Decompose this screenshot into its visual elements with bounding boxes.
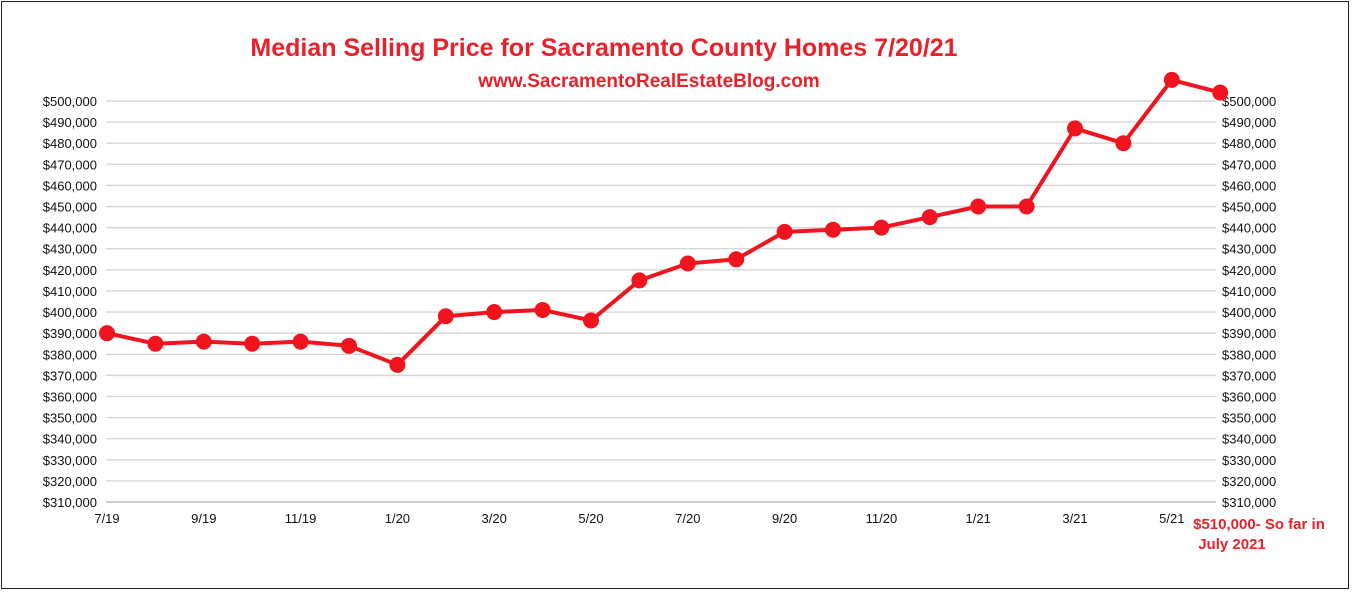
y-tick-label-right: $350,000 — [1222, 411, 1276, 426]
data-point — [534, 301, 551, 318]
y-tick-label-left: $500,000 — [43, 94, 97, 109]
y-tick-label-right: $360,000 — [1222, 389, 1276, 404]
x-tick-label: 3/21 — [1062, 511, 1087, 526]
x-tick-label: 9/19 — [191, 511, 216, 526]
y-tick-label-left: $470,000 — [43, 157, 97, 172]
data-point — [970, 198, 987, 215]
data-point — [1018, 198, 1035, 215]
y-tick-label-right: $380,000 — [1222, 347, 1276, 362]
y-tick-label-left: $380,000 — [43, 347, 97, 362]
y-tick-label-left: $370,000 — [43, 368, 97, 383]
y-tick-label-left: $390,000 — [43, 326, 97, 341]
y-tick-label-left: $400,000 — [43, 305, 97, 320]
y-tick-label-left: $340,000 — [43, 432, 97, 447]
chart-subtitle: www.SacramentoRealEstateBlog.com — [477, 71, 819, 92]
y-tick-label-right: $340,000 — [1222, 432, 1276, 447]
data-point — [99, 325, 115, 342]
y-tick-label-left: $490,000 — [43, 115, 97, 130]
y-tick-label-right: $390,000 — [1222, 326, 1276, 341]
y-axis-left-ticks: $500,000 $490,000 $480,000 $470,000 $460,000… — [43, 94, 97, 510]
x-tick-label: 7/19 — [94, 511, 119, 526]
y-tick-label-left: $330,000 — [43, 453, 97, 468]
data-point — [728, 251, 745, 268]
y-tick-label-left: $430,000 — [43, 242, 97, 257]
y-tick-label-right: $440,000 — [1222, 221, 1276, 236]
data-point — [776, 223, 793, 240]
y-tick-label-left: $420,000 — [43, 263, 97, 278]
y-tick-label-right: $470,000 — [1222, 157, 1276, 172]
data-point — [921, 209, 938, 226]
annotation-line-2: July 2021 — [1198, 536, 1266, 553]
x-tick-label: 5/21 — [1159, 511, 1184, 526]
chart-title: Median Selling Price for Sacramento Coun… — [250, 34, 957, 62]
y-tick-label-right: $330,000 — [1222, 453, 1276, 468]
series-line — [106, 77, 1221, 367]
y-tick-label-left: $360,000 — [43, 389, 97, 404]
y-tick-label-right: $410,000 — [1222, 284, 1276, 299]
y-tick-label-right: $320,000 — [1222, 474, 1276, 489]
annotation-line-1: $510,000- So far in — [1193, 516, 1325, 533]
x-axis-ticks: 7/19 9/19 11/19 1/20 3/20 5/20 7/20 9/20 11/20 1/… — [94, 511, 1184, 526]
y-tick-label-right: $420,000 — [1222, 263, 1276, 278]
x-tick-label: 1/20 — [385, 511, 410, 526]
y-tick-label-right: $460,000 — [1222, 178, 1276, 193]
y-tick-label-left: $320,000 — [43, 474, 97, 489]
data-point — [679, 255, 696, 272]
data-point — [1212, 84, 1229, 101]
data-point — [825, 221, 841, 238]
data-point — [195, 333, 212, 350]
y-tick-label-left: $440,000 — [43, 221, 97, 236]
data-point — [1115, 135, 1132, 152]
x-tick-label: 5/20 — [578, 511, 603, 526]
data-point — [341, 337, 357, 354]
x-tick-label: 11/20 — [866, 511, 898, 526]
y-axis-right-ticks: $500,000 $490,000 $480,000 $470,000 $460,000… — [1222, 94, 1276, 510]
data-point — [1163, 71, 1180, 88]
y-tick-label-right: $310,000 — [1222, 495, 1276, 510]
x-tick-label: 3/20 — [482, 511, 507, 526]
y-tick-label-left: $450,000 — [43, 200, 97, 215]
y-tick-label-left: $310,000 — [43, 495, 97, 510]
x-tick-label: 1/21 — [966, 511, 991, 526]
data-point — [244, 335, 261, 352]
data-point — [486, 304, 503, 321]
series-price — [99, 71, 1229, 373]
y-tick-label-left: $350,000 — [43, 411, 97, 426]
y-tick-label-left: $410,000 — [43, 284, 97, 299]
y-tick-label-right: $450,000 — [1222, 200, 1276, 215]
x-tick-label: 9/20 — [772, 511, 797, 526]
y-tick-label-left: $480,000 — [43, 136, 97, 151]
data-point — [583, 312, 599, 329]
y-tick-label-right: $500,000 — [1222, 94, 1276, 109]
data-point — [389, 356, 406, 373]
gridlines — [106, 100, 1216, 503]
y-tick-label-right: $480,000 — [1222, 136, 1276, 151]
y-tick-label-right: $490,000 — [1222, 115, 1276, 130]
data-point — [1067, 120, 1083, 137]
y-tick-label-left: $460,000 — [43, 178, 97, 193]
data-point — [437, 308, 454, 325]
data-point — [631, 272, 648, 289]
data-point — [292, 333, 309, 350]
y-tick-label-right: $370,000 — [1222, 368, 1276, 383]
x-tick-label: 11/19 — [285, 511, 317, 526]
y-tick-label-right: $400,000 — [1222, 305, 1276, 320]
data-point — [147, 335, 164, 352]
y-tick-label-right: $430,000 — [1222, 242, 1276, 257]
data-point — [873, 219, 890, 236]
x-tick-label: 7/20 — [675, 511, 700, 526]
